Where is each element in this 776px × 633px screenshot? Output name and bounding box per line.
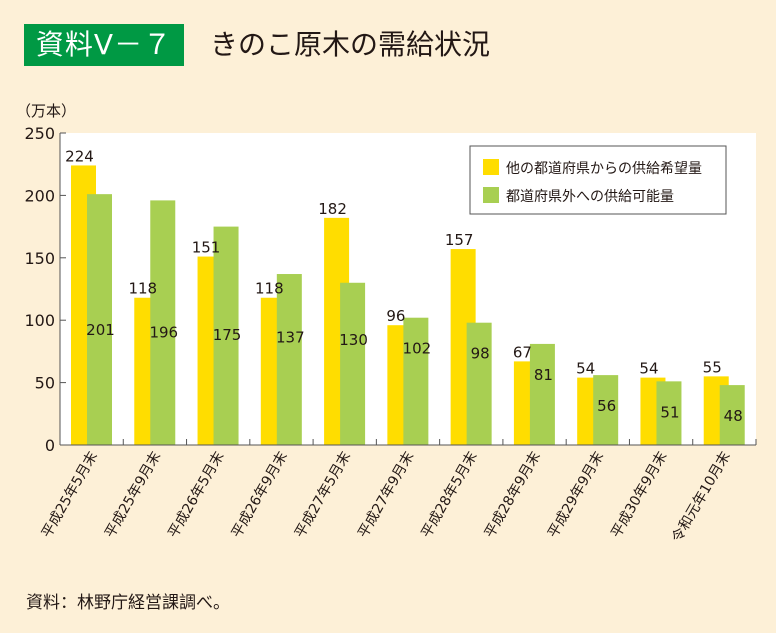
data-label-supply: 56 — [597, 397, 616, 415]
x-tick-label: 平成30年9月末 — [608, 449, 670, 541]
data-label-supply: 51 — [660, 403, 679, 421]
bar-supply — [719, 385, 745, 445]
data-label-demand: 182 — [318, 200, 347, 218]
x-tick-label: 令和元年10月末 — [669, 449, 734, 545]
data-label-demand: 55 — [703, 358, 722, 376]
data-label-demand: 151 — [192, 239, 221, 257]
legend-label-demand: 他の都道府県からの供給希望量 — [506, 161, 702, 177]
data-label-demand: 157 — [445, 231, 474, 249]
bar-supply — [213, 226, 239, 445]
data-label-demand: 118 — [255, 280, 284, 298]
data-label-supply: 81 — [534, 366, 553, 384]
y-tick-label: 0 — [45, 436, 55, 455]
bar-supply — [593, 375, 619, 445]
x-tick-label: 平成25年9月末 — [102, 449, 164, 541]
y-tick-label: 150 — [24, 249, 55, 268]
bar-supply — [340, 282, 366, 445]
data-label-supply: 102 — [403, 340, 432, 358]
y-tick-label: 250 — [24, 124, 55, 143]
x-tick-label: 平成28年9月末 — [482, 449, 544, 541]
data-label-supply: 98 — [471, 345, 490, 363]
bar-supply — [276, 274, 302, 445]
data-label-demand: 67 — [513, 343, 532, 361]
bar-supply — [529, 343, 555, 445]
data-label-supply: 137 — [276, 329, 305, 347]
x-tick-label: 平成26年5月末 — [165, 449, 227, 541]
data-label-supply: 48 — [724, 407, 743, 425]
data-label-demand: 54 — [576, 360, 595, 378]
legend-swatch-demand — [483, 159, 499, 175]
x-tick-label: 平成28年5月末 — [419, 449, 481, 541]
data-label-supply: 130 — [339, 331, 368, 349]
bar-supply — [87, 194, 112, 445]
legend-box — [469, 145, 727, 215]
x-tick-label: 平成26年9月末 — [229, 449, 291, 541]
data-label-demand: 224 — [65, 147, 94, 165]
bar-supply — [150, 200, 176, 445]
source-note: 資料：林野庁経営課調べ。 — [26, 593, 230, 613]
bar-supply — [466, 322, 492, 445]
y-axis-unit-label: （万本） — [16, 102, 77, 120]
x-tick-label: 平成27年9月末 — [355, 449, 417, 541]
data-label-supply: 196 — [149, 324, 178, 342]
x-tick-label: 平成25年5月末 — [39, 449, 101, 541]
legend: 他の都道府県からの供給希望量 都道府県外への供給可能量 — [469, 145, 727, 215]
y-tick-label: 200 — [24, 186, 55, 205]
figure-number-badge: 資料Ⅴ－７ — [24, 24, 184, 66]
y-tick-label: 100 — [24, 311, 55, 330]
data-label-demand: 54 — [639, 360, 658, 378]
bar-supply — [403, 317, 429, 445]
x-tick-label: 平成29年9月末 — [545, 449, 607, 541]
legend-swatch-supply — [483, 187, 499, 203]
legend-label-supply: 都道府県外への供給可能量 — [506, 189, 674, 205]
chart-title: きのこ原木の需給状況 — [210, 28, 491, 61]
bar-supply — [656, 381, 682, 445]
data-label-demand: 96 — [386, 307, 405, 325]
data-label-supply: 201 — [86, 321, 115, 339]
data-label-demand: 118 — [128, 280, 157, 298]
data-label-supply: 175 — [213, 326, 242, 344]
y-tick-label: 50 — [35, 374, 55, 393]
x-tick-label: 平成27年5月末 — [292, 449, 354, 541]
